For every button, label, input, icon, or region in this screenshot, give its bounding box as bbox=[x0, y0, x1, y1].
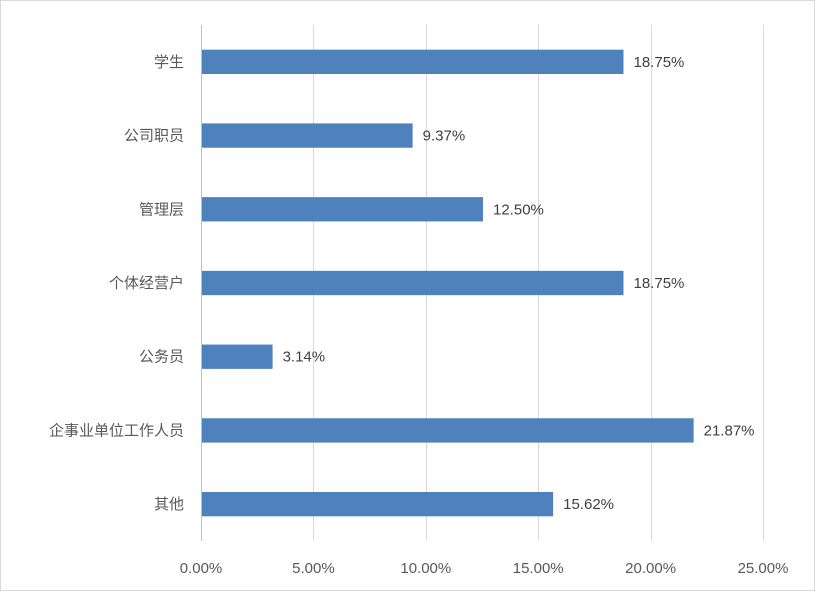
data-label: 18.75% bbox=[634, 54, 685, 71]
x-tick-label: 15.00% bbox=[513, 560, 564, 577]
bar bbox=[202, 123, 413, 148]
category-label: 公司职员 bbox=[124, 127, 184, 145]
x-tick-label: 25.00% bbox=[738, 560, 789, 577]
x-tick-label: 10.00% bbox=[400, 560, 451, 577]
bar bbox=[202, 49, 624, 75]
category-label: 管理层 bbox=[139, 200, 184, 218]
x-tick-label: 20.00% bbox=[625, 560, 676, 577]
category-label: 个体经营户 bbox=[109, 274, 184, 292]
category-label: 公务员 bbox=[139, 348, 184, 366]
category-label: 其他 bbox=[154, 495, 184, 513]
data-label: 12.50% bbox=[493, 201, 544, 218]
value-labels: 18.75% 9.37% 12.50% 18.75% 3.14% 21.87% 15.62% bbox=[283, 54, 755, 513]
category-label: 学生 bbox=[154, 53, 184, 71]
data-label: 3.14% bbox=[283, 349, 326, 366]
x-tick-labels: 0.00% 5.00% 10.00% 15.00% 20.00% 25.00% bbox=[180, 560, 789, 577]
data-label: 9.37% bbox=[423, 128, 466, 145]
data-label: 15.62% bbox=[563, 496, 614, 513]
bar bbox=[202, 491, 554, 517]
bar bbox=[202, 344, 273, 369]
data-label: 21.87% bbox=[704, 422, 755, 439]
bar bbox=[202, 197, 483, 222]
bars bbox=[202, 49, 694, 517]
bar bbox=[202, 270, 624, 296]
x-tick-label: 0.00% bbox=[180, 560, 223, 577]
x-tick-label: 5.00% bbox=[292, 560, 335, 577]
data-label: 18.75% bbox=[634, 275, 685, 292]
category-label: 企事业单位工作人员 bbox=[49, 421, 184, 439]
bar bbox=[202, 418, 694, 443]
